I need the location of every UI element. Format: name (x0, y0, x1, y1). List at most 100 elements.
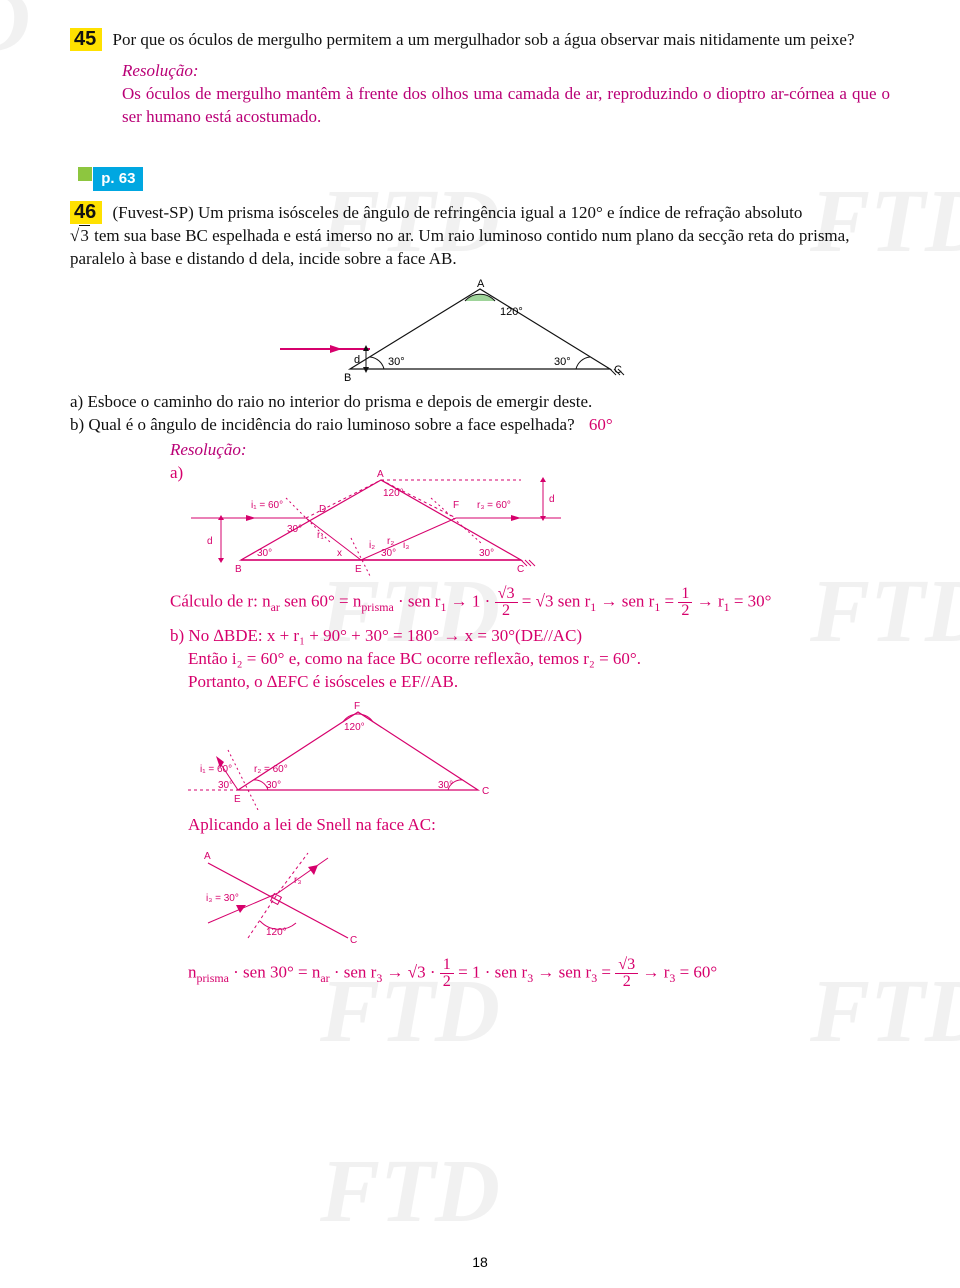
sn-2: · sen 30° = n (233, 962, 320, 981)
diagram-solution-a: d d A B C D E F i₁ = 60° r₃ = 60° 120° 3… (191, 468, 571, 578)
sn-5: = 1 · sen r (458, 962, 527, 981)
page-number: 18 (0, 1254, 960, 1270)
d1-d: d (354, 354, 360, 366)
q45-resol-body: Os óculos de mergulho mantêm à frente do… (122, 83, 890, 129)
frac-s3-2b: √32 (615, 957, 638, 990)
cr-label: Cálculo de r: (170, 591, 262, 610)
d2-i3: i₃ (403, 540, 409, 551)
cr-final: → r (697, 591, 724, 610)
fn4: √3 (615, 957, 638, 974)
cr-mid: = √3 sen r (522, 591, 591, 610)
d2-30d: 30° (287, 524, 302, 535)
d2-r1: r₁ (317, 530, 324, 541)
q46-b-line1: No ∆BDE: x + r₁ + 90° + 30° = 180° → x =… (188, 626, 582, 645)
sn-a: ar (320, 971, 329, 985)
d3-120: 120° (344, 722, 365, 733)
d2-120: 120° (383, 488, 404, 499)
cr-3: · sen r (398, 591, 440, 610)
cr-s1: 1 (440, 600, 446, 614)
diagram-efc: F E C 120° i₁ = 60° r₂ = 60° 30° 30° 30° (188, 700, 528, 810)
q46-part-b-ans: 60° (589, 415, 613, 434)
d2-30bl: 30° (257, 548, 272, 559)
cr-end1: → sen r (600, 591, 654, 610)
page-ref-badge: p. 63 (78, 167, 143, 191)
badge-prefix: p. (101, 170, 114, 187)
d2-B: B (235, 564, 242, 575)
q46-text-1: (Fuvest-SP) Um prisma isósceles de ângul… (113, 203, 803, 222)
snell-line: nprisma · sen 30° = nar · sen r3 → √3 · … (188, 957, 890, 990)
sn-s3d: 3 (669, 971, 675, 985)
calc-r-line: Cálculo de r: nar sen 60° = nprisma · se… (170, 586, 890, 619)
cr-arrow: → 1 · (451, 591, 495, 610)
q46-text-2: tem sua base BC espelhada e está imerso … (70, 226, 849, 268)
d4-A: A (204, 851, 211, 862)
d1-B: B (344, 372, 351, 384)
frac-n2: 1 (678, 586, 692, 603)
q46-a-label: a) (170, 463, 183, 482)
sn-6: → sen r (537, 962, 591, 981)
q46-part-b-row: b) Qual é o ângulo de incidência do raio… (70, 414, 890, 437)
cr-s1d: 1 (724, 600, 730, 614)
d2-i2: i₂ (369, 540, 375, 551)
frac-d2: 2 (678, 603, 692, 619)
wm: FTD (320, 1140, 500, 1243)
sn-s3: 3 (376, 971, 382, 985)
d2-F: F (453, 500, 459, 511)
q45-resol-label: Resolução: (122, 60, 890, 83)
cr-n: n (262, 591, 271, 610)
fd3: 2 (440, 974, 454, 990)
d3-r2: r₂ = 60° (254, 764, 288, 775)
badge-green-square (78, 167, 92, 181)
q46-resol-a: a) (170, 462, 890, 582)
q46-b-line2: Então i₂ = 60° e, como na face BC ocorre… (188, 648, 890, 671)
sn-s3c: 3 (591, 971, 597, 985)
fn3: 1 (440, 957, 454, 974)
d2-A: A (377, 469, 384, 480)
question-number-45: 45 (70, 28, 102, 51)
diagram-prism-abc: 120° 30° 30° d A B C (270, 277, 690, 387)
d2-d-l: d (207, 536, 213, 547)
q46-resol-b: b) No ∆BDE: x + r₁ + 90° + 30° = 180° → … (170, 625, 890, 648)
d2-d-r: d (549, 494, 555, 505)
d1-30r: 30° (554, 356, 571, 368)
d2-30e: 30° (381, 548, 396, 559)
q46-part-a-text: a) Esboce o caminho do raio no interior … (70, 391, 890, 414)
page-content: 45 Por que os óculos de mergulho permite… (0, 0, 960, 1016)
q46-part-b-text: b) Qual é o ângulo de incidência do raio… (70, 415, 575, 434)
diagram-face-ac: A C i₃ = 30° r₃ 120° (188, 843, 388, 953)
d3-F: F (354, 701, 360, 712)
d1-30l: 30° (388, 356, 405, 368)
d3-C: C (482, 786, 489, 797)
d3-i1: i₁ = 60° (200, 764, 232, 775)
d3-E: E (234, 794, 241, 805)
d2-r2: r₂ (387, 536, 394, 547)
sn-4: → √3 · (387, 962, 440, 981)
d3-30r: 30° (438, 780, 453, 791)
sn-3: · sen r (334, 962, 376, 981)
q46-b-label: b) (170, 626, 184, 645)
frac-1-2b: 12 (440, 957, 454, 990)
q46-b-line3: Portanto, o ∆EFC é isósceles e EF//AB. (188, 671, 890, 694)
d1-120: 120° (500, 306, 523, 318)
frac-d1: 2 (495, 603, 518, 619)
cr-s1b: 1 (590, 600, 596, 614)
sqrt-3: 3 (70, 225, 90, 248)
d4-i3: i₃ = 30° (206, 893, 239, 904)
sn-s3b: 3 (527, 971, 533, 985)
d2-i1: i₁ = 60° (251, 500, 283, 511)
question-number-46: 46 (70, 201, 102, 224)
sqrt-3-rad: 3 (79, 225, 90, 245)
d2-r3: r₃ = 60° (477, 500, 511, 511)
sn-8: = 60° (680, 962, 718, 981)
badge-num: 63 (119, 170, 136, 187)
d3-30l: 30° (218, 780, 233, 791)
question-46: 46 (Fuvest-SP) Um prisma isósceles de ân… (70, 201, 890, 271)
question-45: 45 Por que os óculos de mergulho permite… (70, 28, 890, 52)
q46-resol-label: Resolução: (170, 439, 890, 462)
frac-s3-2: √32 (495, 586, 518, 619)
cr-s1c: 1 (654, 600, 660, 614)
fd4: 2 (615, 974, 638, 990)
sn-7: → r (642, 962, 669, 981)
sn-p: prisma (197, 971, 229, 985)
snell-label: Aplicando a lei de Snell na face AC: (188, 814, 890, 837)
